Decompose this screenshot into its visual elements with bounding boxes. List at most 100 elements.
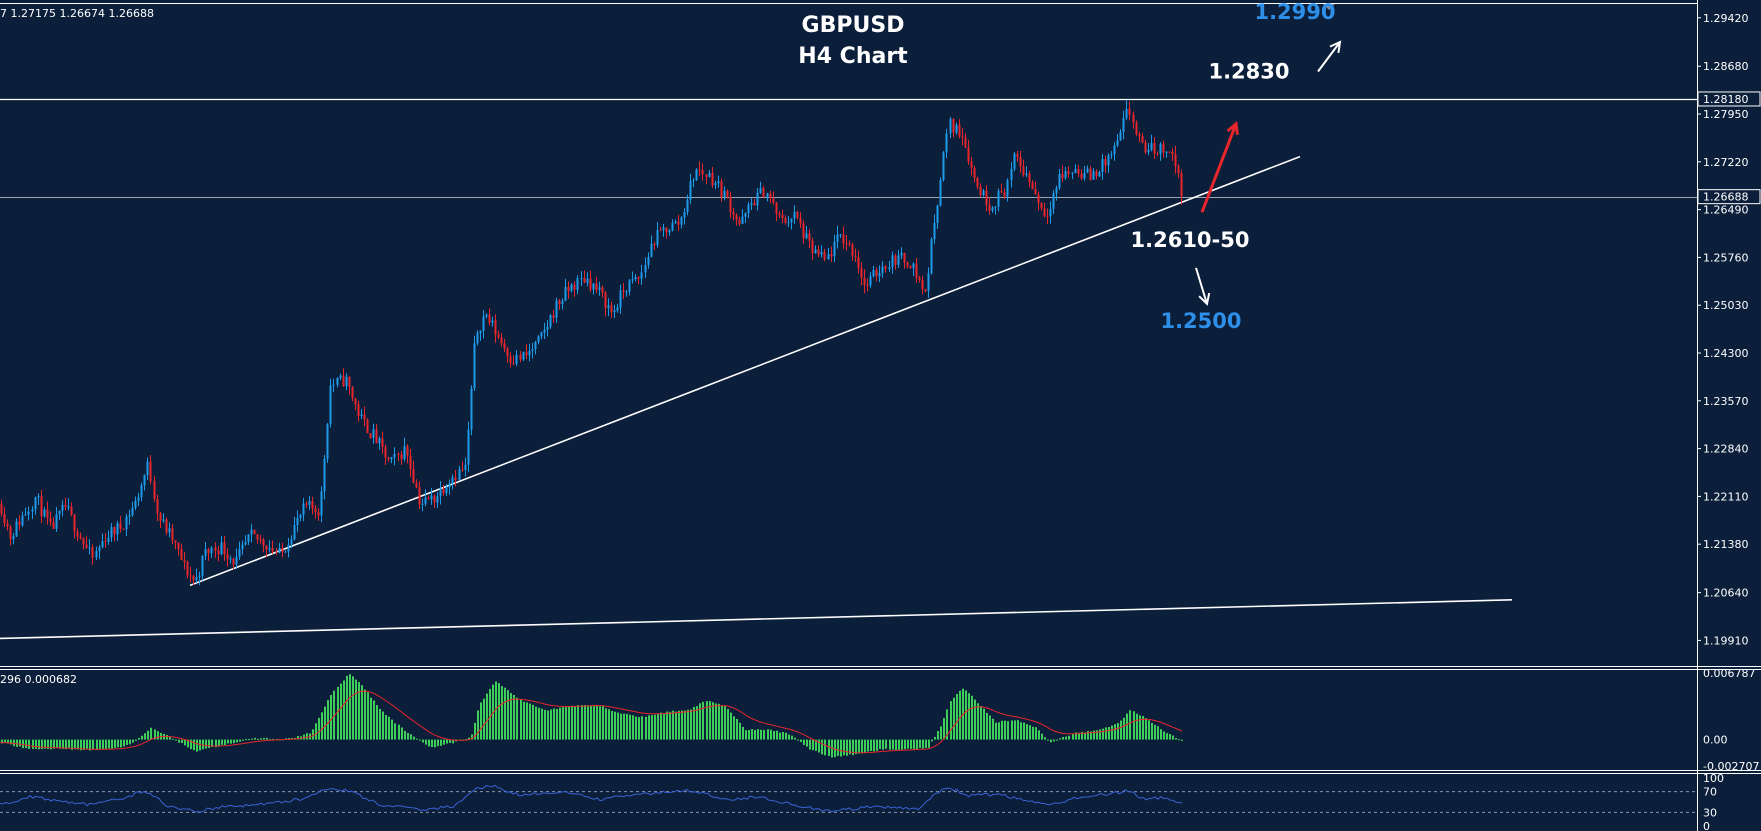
candle-body [1025,173,1028,176]
candle-body [458,469,461,481]
candle-body [290,539,293,545]
macd-bar [727,709,729,740]
candle-body [900,252,903,256]
candle-body [320,491,323,516]
macd-bar [1169,733,1171,740]
candle-body [671,222,674,231]
macd-bar [154,729,156,740]
candle-body [40,496,43,517]
macd-bar [568,706,570,740]
candle-body [820,252,823,255]
candle-body [833,241,836,257]
candle-body [860,268,863,278]
macd-bar [885,739,887,749]
macd-bar [1032,726,1034,740]
candle-body [6,523,9,527]
candle-body [628,280,631,292]
candle-body [125,516,128,530]
price-tick-label: 1.26490 [1703,204,1749,217]
macd-bar [733,716,735,740]
candle-body [845,243,848,245]
macd-bar [510,693,512,740]
macd-bar [324,706,326,740]
macd-bar [654,714,656,740]
macd-bar [193,739,195,751]
macd-bar [596,705,598,740]
macd-bar [898,739,900,750]
price-tick-label: 1.22110 [1703,490,1749,503]
candle-body [424,497,427,504]
candle-body [476,332,479,344]
candle-body [140,485,143,498]
macd-bar [882,739,884,750]
macd-bar [870,739,872,751]
candle-body [790,218,793,223]
macd-bar [745,730,747,740]
macd-bar [218,739,220,747]
macd-bar [587,705,589,740]
macd-bar [56,739,58,748]
candle-body [949,119,952,134]
candle-body [467,429,470,465]
macd-bar [995,722,997,740]
macd-bar [657,713,659,740]
candle-body [604,292,607,309]
macd-bar [480,702,482,740]
macd-bar [672,710,674,740]
candle-body [1180,173,1183,197]
candle-body [851,244,854,256]
candle-body [470,388,473,430]
candle-body [784,218,787,223]
macd-bar [748,730,750,740]
candle-body [888,267,891,270]
candle-body [827,254,830,260]
candle-body [753,203,756,206]
macd-bar [547,710,549,740]
macd-bar [172,738,174,740]
macd-bar [501,686,503,740]
candle-body [1125,108,1128,119]
candle-body [61,504,64,511]
candle-body [823,252,826,260]
candle-body [372,429,375,438]
macd-bar [867,739,869,752]
macd-bar [1017,720,1019,740]
candle-body [802,223,805,239]
macd-bar [47,739,49,750]
macd-bar [651,715,653,740]
macd-bar [950,701,952,740]
chart-title: GBPUSD [802,13,905,38]
candle-body [494,320,497,335]
macd-bar [1078,732,1080,740]
macd-bar [361,685,363,740]
macd-bar [196,739,198,752]
candle-body [766,193,769,198]
candle-body [247,534,250,543]
candle-body [976,178,979,187]
macd-bar [834,739,836,758]
candle-body [302,503,305,515]
candle-body [973,167,976,179]
candle-body [1098,172,1101,177]
candle-body [1040,202,1043,209]
candle-body [616,307,619,311]
candle-body [454,477,457,481]
candle-body [854,255,857,258]
candle-body [607,305,610,309]
chart-shift-marker-icon[interactable] [1323,4,1335,10]
macd-bar [1108,727,1110,740]
macd-bar [1102,728,1104,740]
candle-body [223,542,226,555]
macd-bar [443,739,445,745]
macd-bar [931,739,933,742]
macd-bar [513,694,515,740]
macd-bar [538,707,540,740]
macd-bar [699,703,701,740]
candle-body [738,219,741,224]
macd-bar [770,729,772,740]
candle-body [1034,189,1037,195]
candle-body [366,419,369,434]
price-tick-label: 1.21380 [1703,538,1749,551]
candle-body [351,386,354,399]
candle-body [1071,172,1074,174]
